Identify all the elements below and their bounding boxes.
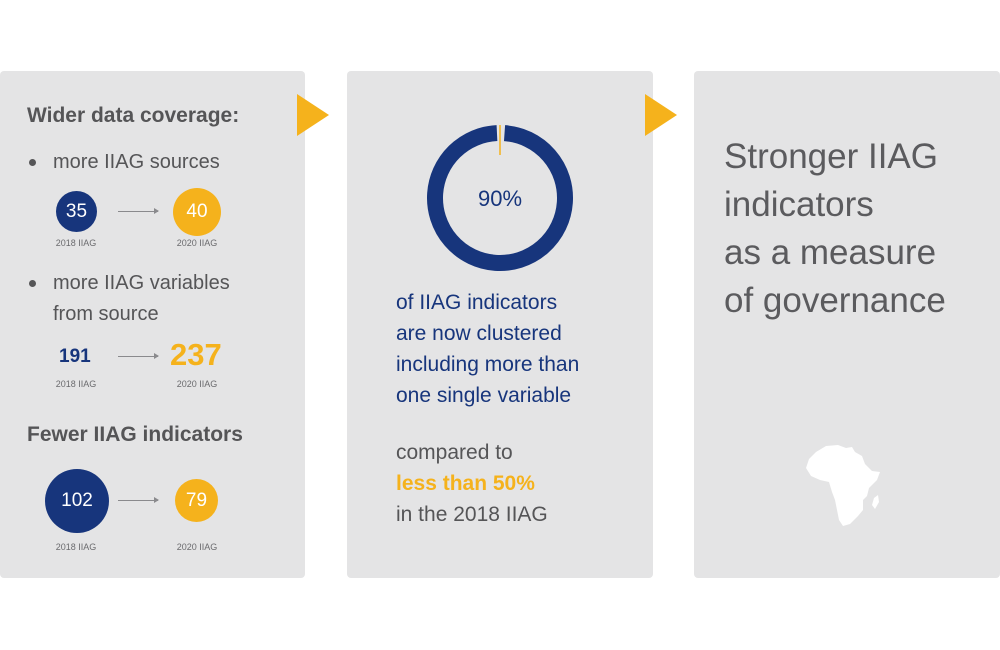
sources-2020-circle: 40: [173, 188, 221, 236]
compare-line-1: compared to: [396, 441, 513, 464]
stronger-indicators-text: Stronger IIAG indicators as a measure of…: [724, 133, 946, 325]
variables-2018-value: 191: [59, 346, 91, 367]
clustering-panel: [347, 71, 653, 578]
sources-connector-arrow: [118, 208, 159, 214]
compare-highlight: less than 50%: [396, 472, 535, 495]
outcome-line-2: indicators: [724, 185, 874, 224]
outcome-line-3: as a measure: [724, 233, 937, 272]
sources-2020-label: 2020 IIAG: [176, 238, 218, 248]
donut-percent-label: 90%: [478, 186, 522, 211]
variables-2020-value: 237: [170, 337, 222, 372]
bullet-dot-icon: [29, 280, 36, 287]
clustered-line-1: of IIAG indicators: [396, 291, 558, 314]
clustered-line-4: one single variable: [396, 384, 572, 407]
percentage-donut-chart: 90%: [427, 125, 573, 271]
indicators-2018-label: 2018 IIAG: [55, 542, 97, 552]
sources-2018-label: 2018 IIAG: [55, 238, 97, 248]
sources-2018-circle: 35: [56, 191, 97, 232]
bullet-dot-icon: [29, 159, 36, 166]
next-arrow-icon: [645, 94, 677, 136]
next-arrow-icon: [297, 94, 329, 136]
variables-connector-arrow: [118, 353, 159, 359]
sources-2018-value: 35: [65, 200, 88, 222]
variables-2020-label: 2020 IIAG: [176, 379, 218, 389]
sources-bullet-text: more IIAG sources: [53, 151, 220, 173]
variables-2018-label: 2018 IIAG: [55, 379, 97, 389]
wider-coverage-heading: Wider data coverage:: [27, 104, 240, 127]
indicators-2020-value: 79: [185, 489, 208, 511]
indicators-2020-circle: 79: [175, 479, 218, 522]
outcome-line-4: of governance: [724, 281, 946, 320]
compare-line-3: in the 2018 IIAG: [396, 503, 548, 526]
indicators-2018-value: 102: [61, 490, 93, 511]
clustered-line-3: including more than: [396, 353, 580, 376]
indicators-2020-label: 2020 IIAG: [176, 542, 218, 552]
variables-bullet-line2: from source: [53, 303, 159, 325]
outcome-line-1: Stronger IIAG: [724, 137, 938, 176]
africa-map-icon: [806, 445, 880, 526]
variables-bullet-line1: more IIAG variables: [53, 272, 230, 294]
indicators-connector-arrow: [118, 497, 159, 503]
sources-2020-value: 40: [186, 201, 208, 222]
indicators-2018-circle: 102: [45, 469, 109, 533]
fewer-indicators-heading: Fewer IIAG indicators: [27, 423, 243, 446]
donut-arc: [427, 125, 573, 271]
clustered-line-2: are now clustered: [396, 322, 562, 345]
